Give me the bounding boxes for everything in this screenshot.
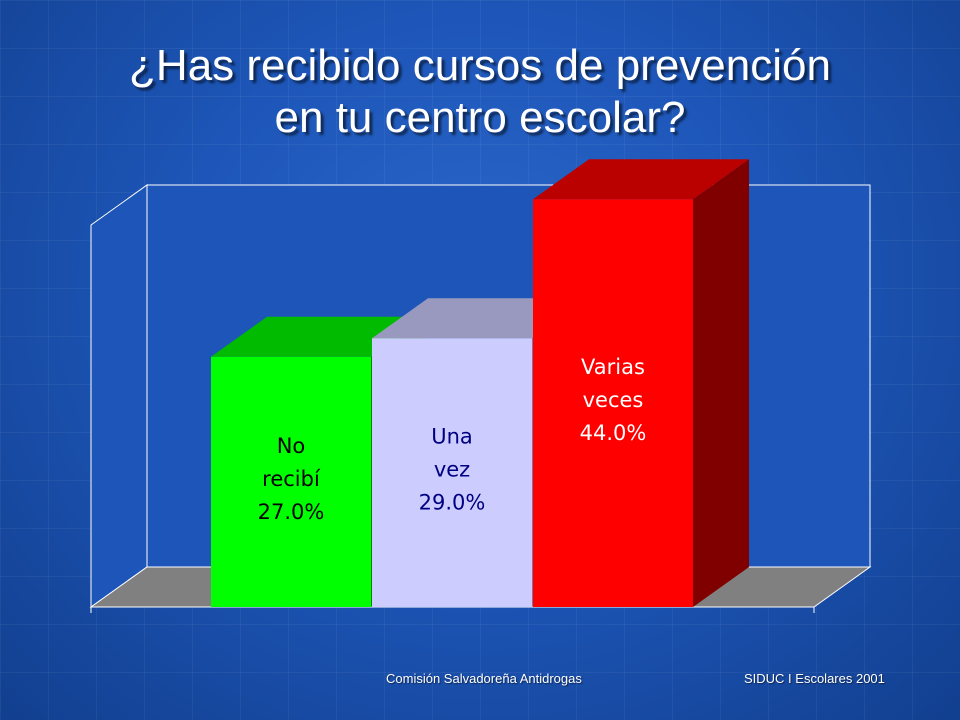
bar-front xyxy=(533,199,693,607)
bar-category-label: Una xyxy=(431,425,473,449)
bar-value-label: 27.0% xyxy=(258,500,325,524)
footer-organization: Comisión Salvadoreña Antidrogas xyxy=(386,671,582,686)
bar-category-label: Varias xyxy=(581,355,645,379)
slide-title: ¿Has recibido cursos de prevención en tu… xyxy=(0,40,960,144)
bar-front xyxy=(211,356,371,607)
chart-side-wall xyxy=(90,184,148,608)
bar-side xyxy=(693,159,749,607)
bar-top xyxy=(533,159,749,200)
bar-category-label: vez xyxy=(434,458,470,482)
bar-category-label: recibí xyxy=(262,467,321,491)
title-line-1: ¿Has recibido cursos de prevención xyxy=(129,41,831,90)
bar-value-label: 44.0% xyxy=(580,421,647,445)
title-line-2: en tu centro escolar? xyxy=(274,93,686,142)
bar-value-label: 29.0% xyxy=(419,491,486,515)
bar-category-label: veces xyxy=(583,388,644,412)
bar-category-label: No xyxy=(277,434,306,458)
bar-front xyxy=(372,338,532,607)
footer-source: SIDUC I Escolares 2001 xyxy=(744,671,885,686)
